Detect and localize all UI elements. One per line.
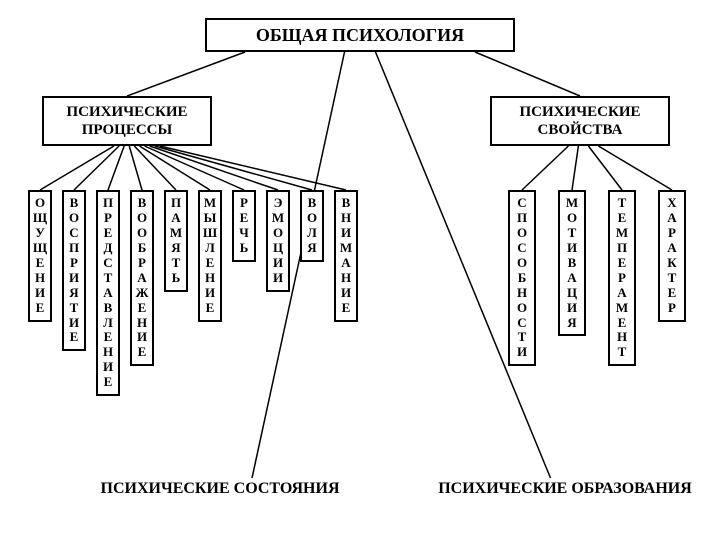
column-item: РЕЧЬ (232, 190, 256, 262)
column-item: МОТИВАЦИЯ (558, 190, 586, 336)
column-item: СПОСОБНОСТИ (508, 190, 536, 366)
column-item: ТЕМПЕРАМЕНТ (608, 190, 636, 366)
column-item: ПРЕДСТАВЛЕНИЕ (96, 190, 120, 396)
branch-right-label: ПСИХИЧЕСКИЕ СВОЙСТВА (492, 103, 668, 139)
bottom-left-label: ПСИХИЧЕСКИЕ СОСТОЯНИЯ (60, 480, 380, 498)
root-node: ОБЩАЯ ПСИХОЛОГИЯ (205, 18, 515, 52)
column-item: ВНИМАНИЕ (334, 190, 358, 322)
branch-right: ПСИХИЧЕСКИЕ СВОЙСТВА (490, 96, 670, 146)
column-item: ЭМОЦИИ (266, 190, 290, 292)
root-label: ОБЩАЯ ПСИХОЛОГИЯ (256, 25, 464, 46)
column-item: ВООБРАЖЕНИЕ (130, 190, 154, 366)
column-item: ОЩУЩЕНИЕ (28, 190, 52, 322)
column-item: ПАМЯТЬ (164, 190, 188, 292)
column-item: ВОЛЯ (300, 190, 324, 262)
column-item: ВОСПРИЯТИЕ (62, 190, 86, 351)
branch-left: ПСИХИЧЕСКИЕ ПРОЦЕССЫ (42, 96, 212, 146)
branch-left-label: ПСИХИЧЕСКИЕ ПРОЦЕССЫ (44, 103, 210, 139)
column-item: МЫШЛЕНИЕ (198, 190, 222, 322)
bottom-right-label: ПСИХИЧЕСКИЕ ОБРАЗОВАНИЯ (420, 480, 710, 498)
column-item: ХАРАКТЕР (658, 190, 686, 322)
